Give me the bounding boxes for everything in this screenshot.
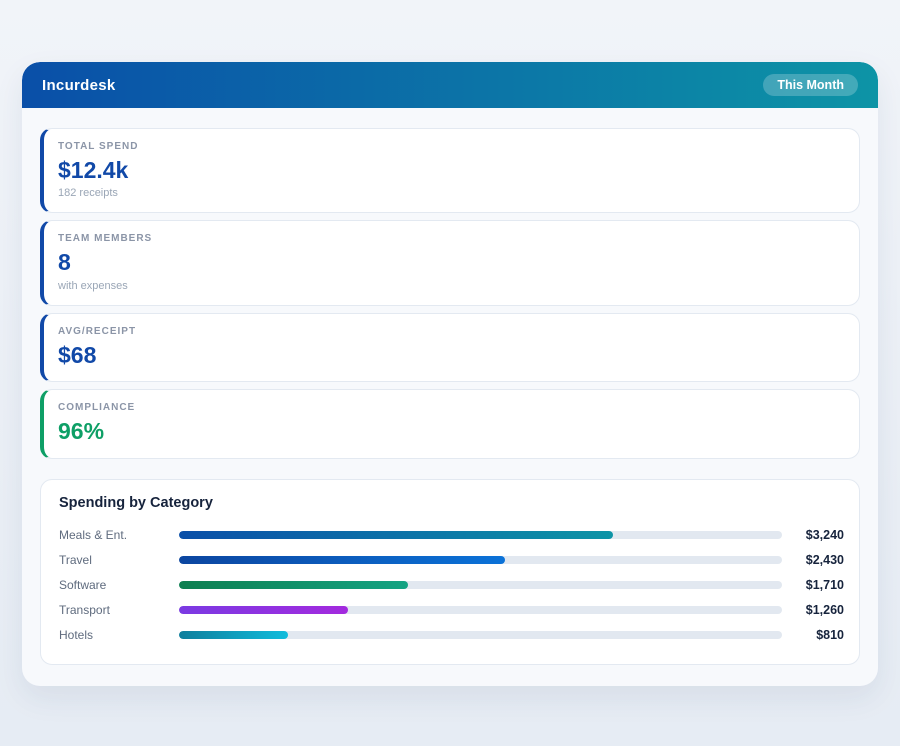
app-title: Incurdesk [42, 77, 116, 94]
stat-card-compliance: COMPLIANCE 96% [40, 389, 860, 458]
stat-subtext: 182 receipts [58, 187, 841, 199]
stat-card-team-members: TEAM MEMBERS 8 with expenses [40, 220, 860, 305]
stat-value: 8 [58, 249, 841, 275]
stat-subtext: with expenses [58, 280, 841, 292]
chart-row-transport: Transport $1,260 [59, 598, 844, 623]
bar-fill [179, 631, 288, 639]
dashboard-container: Incurdesk This Month TOTAL SPEND $12.4k … [22, 62, 878, 686]
bar-track [179, 581, 782, 589]
stat-label: TOTAL SPEND [58, 141, 841, 152]
bar-track [179, 556, 782, 564]
chart-row-hotels: Hotels $810 [59, 623, 844, 648]
category-value: $2,430 [782, 553, 844, 567]
bar-fill [179, 581, 408, 589]
stats-section: TOTAL SPEND $12.4k 182 receipts TEAM MEM… [22, 108, 878, 459]
chart-row-software: Software $1,710 [59, 573, 844, 598]
category-value: $3,240 [782, 528, 844, 542]
bar-track [179, 606, 782, 614]
category-label: Transport [59, 603, 179, 617]
bar-fill [179, 556, 505, 564]
chart-row-travel: Travel $2,430 [59, 548, 844, 573]
stat-card-total-spend: TOTAL SPEND $12.4k 182 receipts [40, 128, 860, 213]
category-label: Software [59, 578, 179, 592]
category-value: $1,710 [782, 578, 844, 592]
category-value: $810 [782, 628, 844, 642]
chart-title: Spending by Category [59, 495, 844, 511]
stat-label: COMPLIANCE [58, 402, 841, 413]
spending-by-category-card: Spending by Category Meals & Ent. $3,240… [40, 479, 860, 665]
category-label: Meals & Ent. [59, 528, 179, 542]
bar-fill [179, 606, 348, 614]
stat-card-avg-receipt: AVG/RECEIPT $68 [40, 313, 860, 382]
chart-row-meals: Meals & Ent. $3,240 [59, 523, 844, 548]
category-label: Travel [59, 553, 179, 567]
bar-fill [179, 531, 613, 539]
stat-value: $12.4k [58, 157, 841, 183]
bar-track [179, 631, 782, 639]
category-label: Hotels [59, 628, 179, 642]
category-value: $1,260 [782, 603, 844, 617]
bar-track [179, 531, 782, 539]
stat-value: 96% [58, 418, 841, 444]
period-badge[interactable]: This Month [763, 74, 858, 96]
stat-label: AVG/RECEIPT [58, 326, 841, 337]
stat-value: $68 [58, 342, 841, 368]
app-header: Incurdesk This Month [22, 62, 878, 108]
stat-label: TEAM MEMBERS [58, 233, 841, 244]
